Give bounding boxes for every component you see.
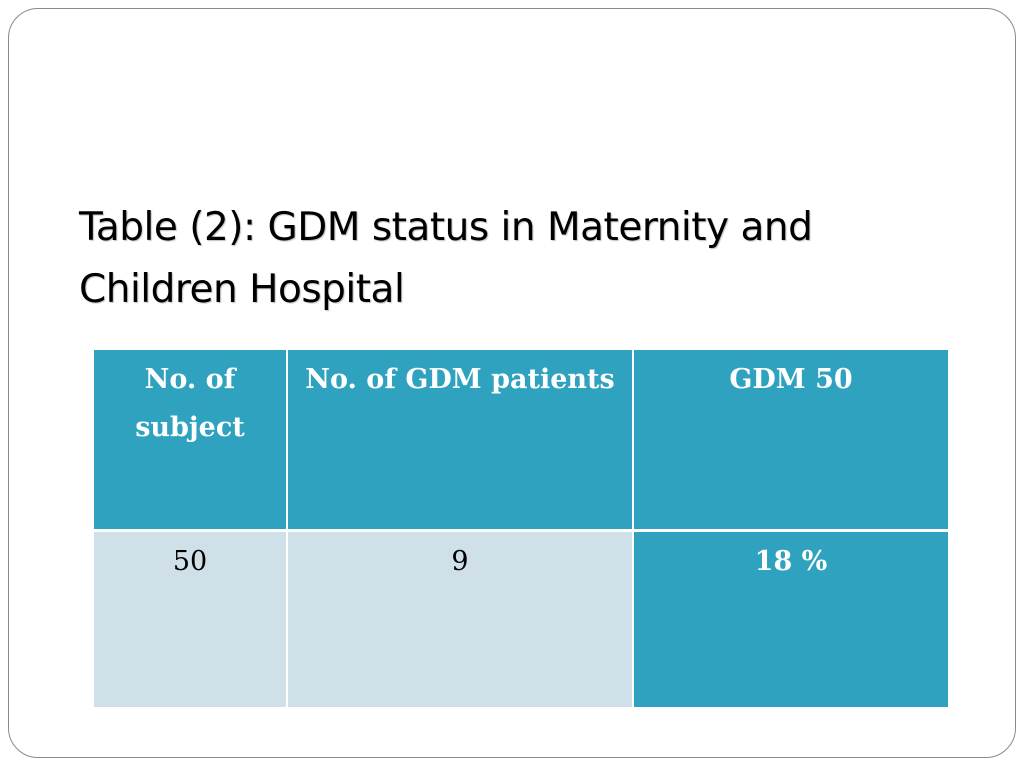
slide-title: Table (2): GDM status in Maternity and C… (79, 205, 813, 312)
header-gdm-50: GDM 50 (634, 350, 948, 532)
table-header-row: No. of subject No. of GDM patients GDM 5… (94, 350, 948, 532)
cell-no-of-gdm-patients: 9 (288, 532, 634, 707)
header-no-of-subject: No. of subject (94, 350, 288, 532)
header-no-of-gdm-patients: No. of GDM patients (288, 350, 634, 532)
table-row: 50 9 18 % (94, 532, 948, 707)
cell-gdm-50: 18 % (634, 532, 948, 707)
gdm-status-table: No. of subject No. of GDM patients GDM 5… (94, 350, 948, 707)
slide-frame: Table (2): GDM status in Maternity and C… (8, 8, 1016, 758)
cell-no-of-subject: 50 (94, 532, 288, 707)
